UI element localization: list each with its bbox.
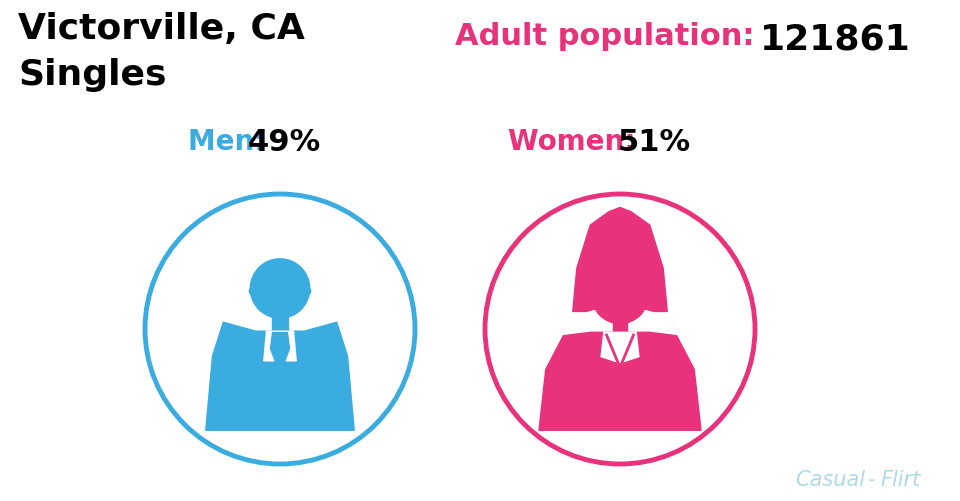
Polygon shape [601, 333, 639, 368]
Ellipse shape [250, 287, 260, 296]
Polygon shape [205, 323, 354, 430]
Polygon shape [264, 332, 297, 361]
Ellipse shape [300, 287, 311, 296]
Text: Adult population:: Adult population: [455, 22, 765, 51]
Polygon shape [573, 208, 667, 312]
Text: -: - [868, 469, 876, 489]
Text: 49%: 49% [248, 128, 322, 157]
Text: Flirt: Flirt [880, 469, 921, 489]
Polygon shape [539, 333, 701, 430]
Polygon shape [271, 333, 290, 373]
Text: Victorville, CA: Victorville, CA [18, 12, 305, 46]
Text: Singles: Singles [18, 58, 166, 92]
Circle shape [591, 268, 648, 324]
Bar [612, 317, 628, 334]
Bar [272, 317, 288, 333]
Text: Women:: Women: [508, 128, 645, 156]
Circle shape [251, 260, 310, 319]
Text: 51%: 51% [618, 128, 691, 157]
Text: 121861: 121861 [760, 22, 911, 56]
Text: Casual: Casual [795, 469, 865, 489]
Text: Men:: Men: [188, 128, 275, 156]
